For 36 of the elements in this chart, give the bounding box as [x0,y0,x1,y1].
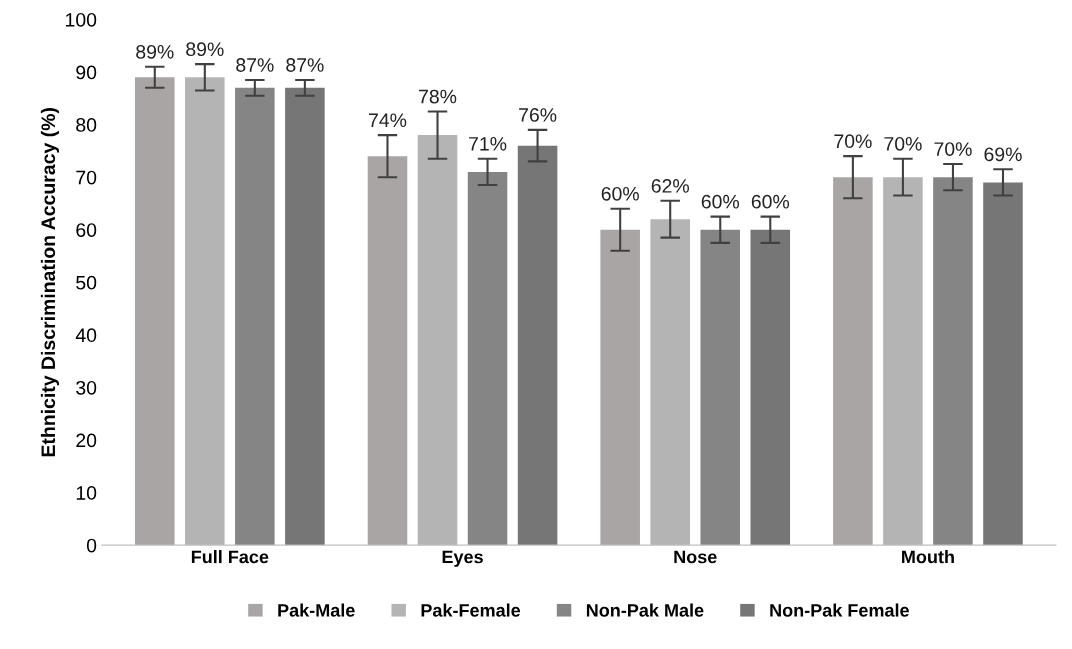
y-tick-label: 30 [76,380,97,395]
y-tick-label: 0 [86,538,97,553]
data-label: 70% [884,136,922,151]
legend-label: Pak-Male [278,603,355,617]
data-label: 89% [186,42,224,57]
y-tick-label: 40 [75,328,97,343]
y-tick-label: 20 [76,433,97,448]
y-tick-label: 50 [76,275,97,290]
y-tick-label: 70 [76,170,97,185]
legend-label: Pak-Female [421,603,521,617]
y-tick-label: 80 [76,118,97,132]
data-label: 60% [751,194,790,209]
y-axis-title: Ethnicity Discrimination Accuracy (%) [40,108,59,457]
data-label: 69% [984,147,1022,162]
data-label: 71% [469,137,507,151]
data-label: 62% [651,179,689,193]
data-label: 87% [236,58,274,72]
data-label: 87% [286,58,324,72]
data-label: 70% [934,142,972,156]
x-tick-label: Full Face [191,550,269,564]
y-tick-label: 90 [76,65,97,80]
y-tick-label: 100 [66,12,97,27]
y-tick-label: 60 [76,223,97,237]
data-label: 60% [601,186,639,201]
y-tick-label: 10 [76,486,97,500]
data-label: 60% [701,194,740,209]
legend-label: Non-Pak Female [770,603,909,617]
x-tick-label: Nose [674,550,717,564]
x-tick-label: Mouth [902,550,954,564]
legend-label: Non-Pak Male [586,603,704,617]
data-label: 70% [834,134,872,149]
data-label: 74% [369,113,407,127]
data-label: 89% [136,44,174,59]
data-label: 76% [519,108,557,122]
data-label: 78% [419,89,457,104]
x-tick-label: Eyes [442,550,483,567]
